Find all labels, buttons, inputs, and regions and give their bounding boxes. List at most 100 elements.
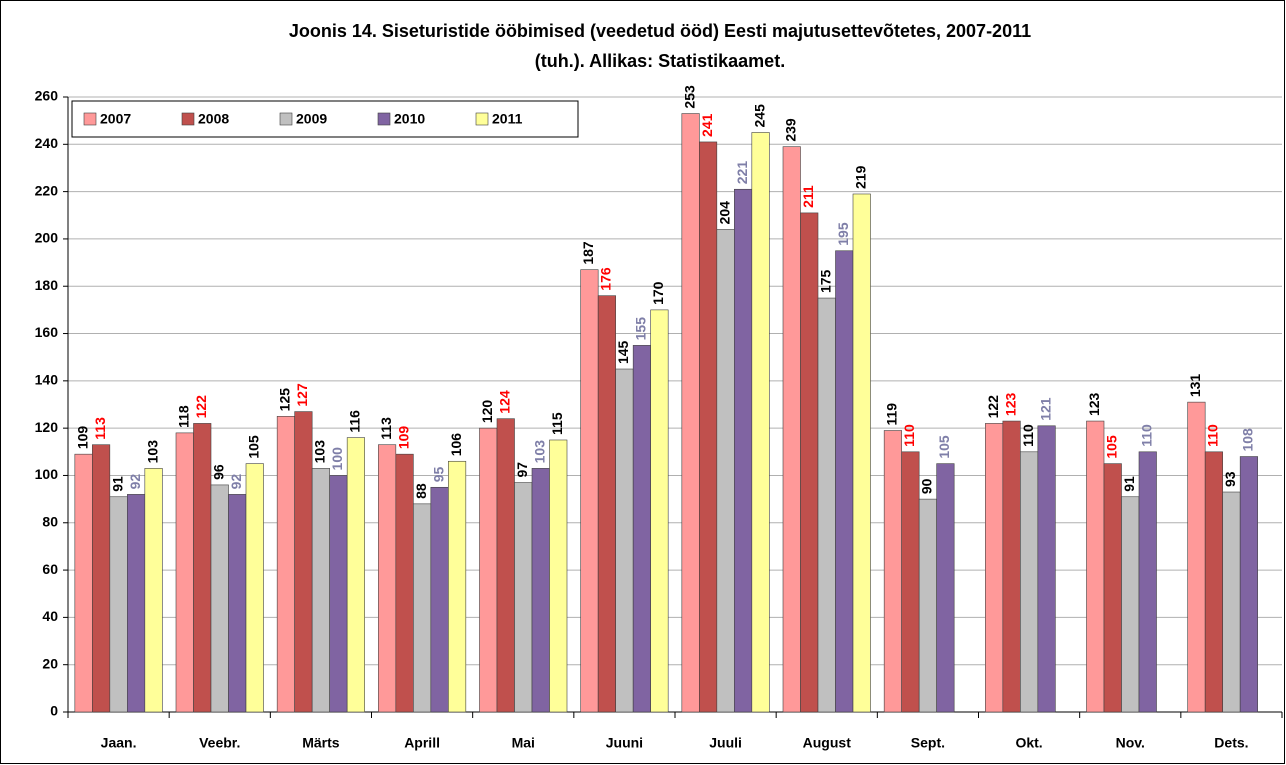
x-tick-label: Veebr. <box>199 735 240 751</box>
data-label: 127 <box>294 383 310 407</box>
legend-swatch <box>181 112 195 126</box>
legend-label: 2011 <box>492 111 523 127</box>
legend-label: 2009 <box>296 111 327 127</box>
y-tick-label: 20 <box>42 655 58 671</box>
x-tick-label: Märts <box>302 735 340 751</box>
x-tick-label: August <box>803 735 852 751</box>
data-label: 120 <box>479 400 495 424</box>
x-tick-label: Aprill <box>404 735 440 751</box>
data-label: 121 <box>1037 397 1053 421</box>
data-label: 239 <box>782 118 798 142</box>
data-label: 96 <box>210 464 226 480</box>
legend-swatch <box>83 112 97 126</box>
data-label: 119 <box>884 403 900 426</box>
data-label: 123 <box>1002 392 1018 416</box>
y-tick-label: 80 <box>42 513 58 529</box>
bar <box>549 439 568 713</box>
y-tick-label: 220 <box>35 182 59 198</box>
bar <box>1138 451 1157 713</box>
data-label: 211 <box>800 185 816 208</box>
bar <box>650 309 669 713</box>
bar <box>1086 420 1105 713</box>
data-label: 170 <box>650 281 666 305</box>
bar <box>1103 463 1122 713</box>
data-label: 88 <box>413 483 429 499</box>
x-tick-label: Okt. <box>1015 735 1042 751</box>
x-tick-label: Mai <box>512 735 535 751</box>
data-label: 245 <box>751 104 767 128</box>
data-label: 109 <box>74 426 90 450</box>
data-label: 91 <box>109 476 125 492</box>
bar <box>430 486 449 713</box>
y-tick-label: 240 <box>35 135 59 151</box>
bar <box>835 250 854 713</box>
legend-label: 2008 <box>198 111 229 127</box>
legend-swatch <box>377 112 391 126</box>
bar <box>109 496 128 713</box>
bar <box>531 468 550 713</box>
y-tick-label: 40 <box>42 608 58 624</box>
data-label: 176 <box>598 267 614 291</box>
bar <box>936 463 955 713</box>
bar <box>448 460 467 713</box>
bar <box>852 193 871 713</box>
bar <box>311 468 330 713</box>
data-label: 103 <box>312 440 328 464</box>
bar <box>817 297 836 713</box>
data-label: 241 <box>699 113 715 137</box>
bar <box>228 494 247 713</box>
bar <box>985 423 1004 713</box>
data-label: 118 <box>175 405 191 428</box>
bar <box>632 345 651 713</box>
data-label: 103 <box>144 440 160 464</box>
data-label: 105 <box>936 435 952 459</box>
bar <box>1187 401 1206 713</box>
bar <box>245 463 264 713</box>
data-label: 113 <box>378 417 394 440</box>
data-label: 95 <box>430 467 446 483</box>
data-label: 124 <box>496 390 512 414</box>
data-label: 110 <box>901 424 917 447</box>
y-tick-label: 100 <box>35 466 59 482</box>
y-tick-label: 260 <box>35 88 59 104</box>
y-tick-label: 200 <box>35 230 59 246</box>
bar <box>1222 491 1241 713</box>
legend-box <box>71 100 579 138</box>
bar <box>716 229 735 713</box>
bar <box>1204 451 1223 713</box>
bar <box>1020 451 1039 713</box>
y-tick-label: 140 <box>35 372 59 388</box>
y-tick-label: 120 <box>35 419 59 435</box>
data-label: 122 <box>193 395 209 419</box>
data-label: 110 <box>1020 424 1036 447</box>
bar <box>597 295 616 713</box>
data-label: 92 <box>127 474 143 490</box>
legend-swatch <box>279 112 293 126</box>
data-label: 253 <box>681 85 697 109</box>
y-tick-label: 160 <box>35 324 59 340</box>
bar <box>144 468 163 713</box>
data-label: 97 <box>514 462 530 478</box>
y-tick-label: 180 <box>35 277 59 293</box>
bar <box>193 423 212 713</box>
bar <box>734 188 753 713</box>
data-label: 110 <box>1138 424 1154 447</box>
bar <box>615 368 634 713</box>
x-tick-label: Dets. <box>1214 735 1248 751</box>
data-label: 105 <box>245 435 261 459</box>
bar <box>1002 420 1021 713</box>
x-tick-label: Sept. <box>911 735 945 751</box>
bar <box>294 411 313 713</box>
data-label: 91 <box>1121 476 1137 492</box>
bar <box>413 503 432 713</box>
data-label: 131 <box>1187 374 1203 398</box>
data-label: 204 <box>716 201 732 225</box>
chart-title: Joonis 14. Siseturistide ööbimised (veed… <box>289 21 1031 41</box>
bar <box>1121 496 1140 713</box>
legend-label: 2010 <box>394 111 425 127</box>
data-label: 92 <box>228 474 244 490</box>
bar <box>346 437 365 713</box>
x-tick-label: Nov. <box>1116 735 1145 751</box>
bar <box>395 453 414 713</box>
